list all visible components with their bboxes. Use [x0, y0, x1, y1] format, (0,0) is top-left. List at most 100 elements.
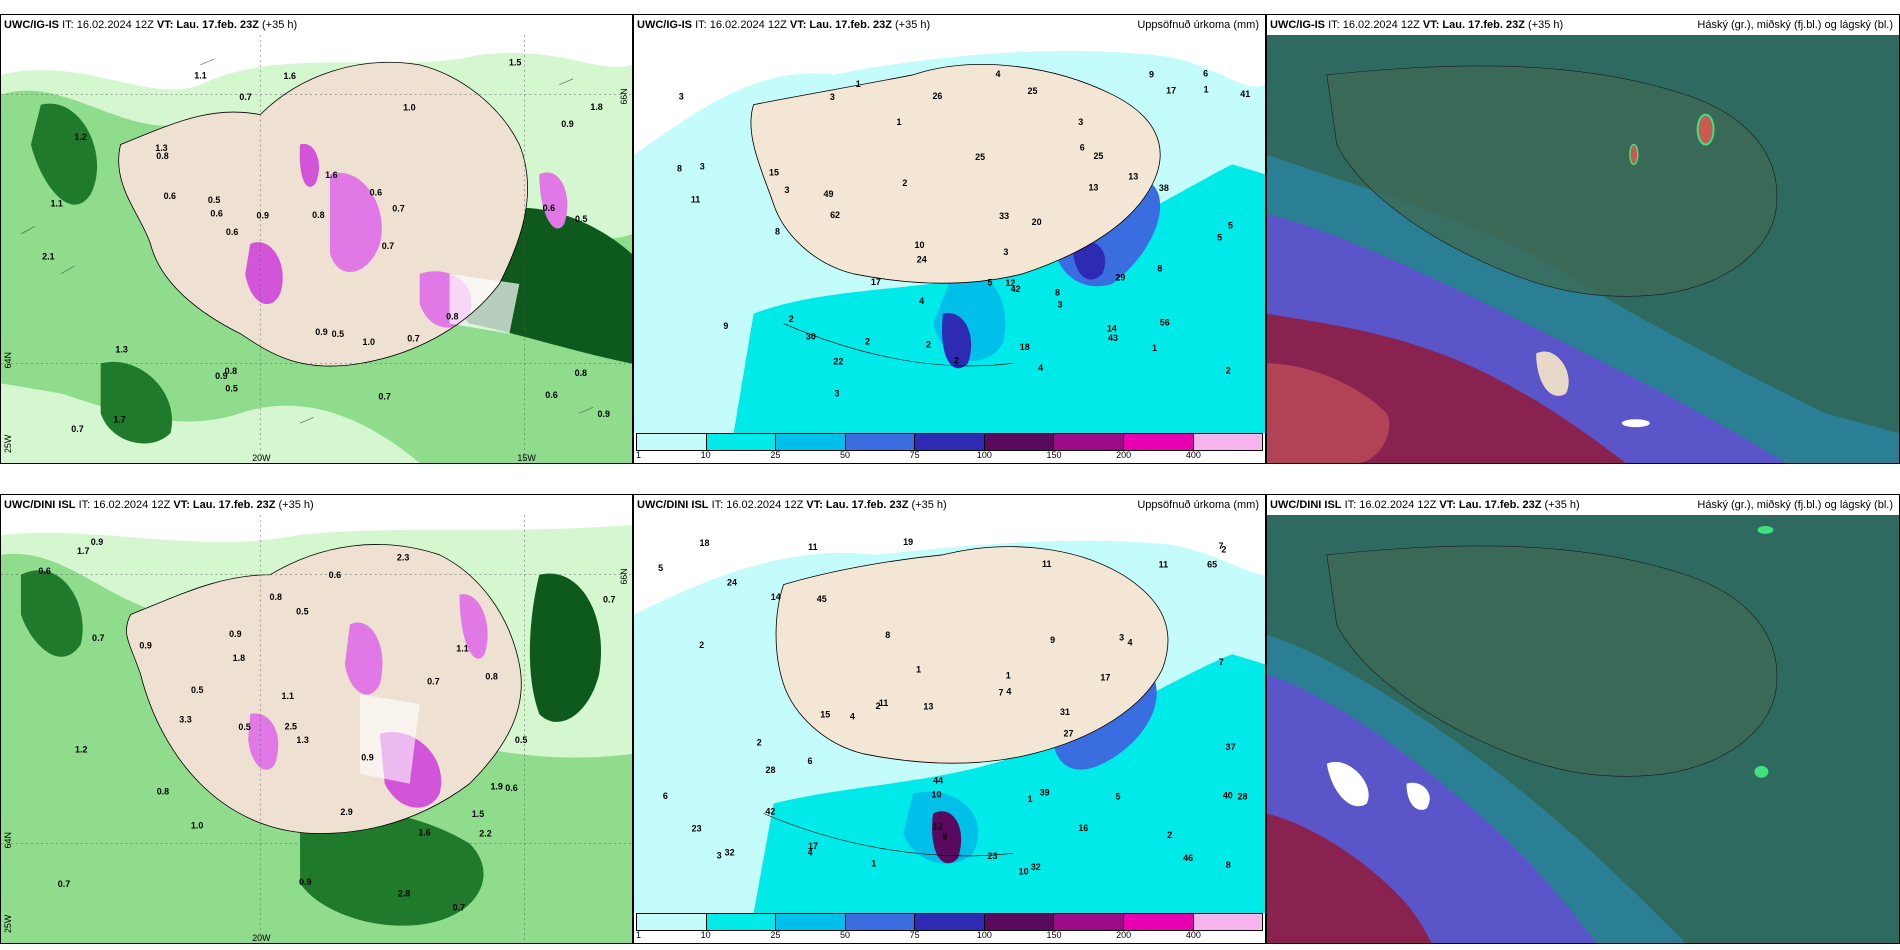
- panel-bottom-middle: UWC/DINI ISL IT: 16.02.2024 12Z VT: Lau.…: [633, 494, 1266, 944]
- lead-time: (+35 h): [895, 19, 931, 31]
- value-label: 45: [817, 594, 827, 604]
- precip-map[interactable]: 1 10 17 16 11 24 15 46 19 8 11 9 11 10 11 7 2 4 4 5 1 2 1 3 4 2 6 2…: [634, 515, 1265, 913]
- value-label: 1.8: [590, 102, 602, 112]
- value-label: 2: [865, 336, 870, 346]
- valid-time: VT: Lau. 17.feb. 23Z: [1422, 19, 1525, 31]
- value-label: 4: [1006, 687, 1011, 697]
- model-name: UWC/IG-IS: [1270, 19, 1325, 31]
- value-label: 1.3: [296, 735, 308, 745]
- wind-precip-map[interactable]: 20W 25W 64N 66N 0.6 0.9 1.8 0.5 2.3 2.8 3.3 0.7…: [1, 515, 632, 943]
- valid-time: VT: Lau. 17.feb. 23Z: [789, 19, 892, 31]
- panel-title: Háský (gr.), miðský (fj.bl.) og lágský (…: [1697, 499, 1893, 511]
- value-label: 13: [1088, 182, 1098, 192]
- value-label: 1.7: [113, 414, 125, 424]
- legend-tick: 10: [700, 450, 711, 460]
- panel-top-left: UWC/IG-IS IT: 16.02.2024 12Z VT: Lau. 17…: [0, 14, 633, 464]
- value-label: 0.9: [315, 327, 327, 337]
- legend-swatch: [845, 434, 916, 450]
- value-label: 1.5: [509, 58, 521, 68]
- value-label: 3: [785, 185, 790, 195]
- value-label: 0.5: [208, 195, 220, 205]
- cloud-map[interactable]: [1267, 35, 1899, 463]
- value-label: 43: [1108, 333, 1118, 343]
- model-name: UWC/IG-IS: [637, 19, 692, 31]
- value-label: 15: [820, 709, 830, 719]
- value-label: 24: [917, 254, 927, 264]
- legend-swatch: [1193, 914, 1263, 930]
- value-label: 0.7: [392, 204, 404, 214]
- legend-swatch: [915, 434, 985, 450]
- value-label: 3: [679, 91, 684, 101]
- value-label: 1.9: [490, 782, 502, 792]
- legend-swatch: [706, 434, 777, 450]
- value-label: 0.6: [370, 188, 382, 198]
- valid-time: VT: Lau. 17.feb. 23Z: [156, 19, 259, 31]
- value-label: 2.9: [340, 807, 352, 817]
- value-label: 42: [765, 807, 775, 817]
- value-label: 0.9: [361, 753, 373, 763]
- value-label: 8: [1157, 264, 1162, 274]
- value-label: 2: [1221, 545, 1226, 555]
- value-label: 11: [1159, 560, 1168, 570]
- lat-label-64n: 64N: [3, 352, 13, 368]
- value-label: 33: [999, 211, 1009, 221]
- value-label: 0.7: [92, 633, 104, 643]
- lead-time: (+35 h): [1528, 19, 1564, 31]
- value-label: 0.8: [575, 368, 587, 378]
- legend-tick: 75: [909, 930, 920, 940]
- value-label: 3: [1003, 247, 1008, 257]
- value-label: 0.9: [256, 211, 268, 221]
- value-label: 0.7: [71, 424, 83, 434]
- value-label: 32: [725, 848, 735, 858]
- cloud-map[interactable]: [1267, 515, 1899, 943]
- value-label: 42: [1011, 284, 1021, 294]
- value-label: 0.8: [446, 311, 458, 321]
- value-label: 2.1: [42, 252, 54, 262]
- value-label: 0.8: [485, 671, 497, 681]
- precip-map[interactable]: 4 3 2 15 13 18 5 62 24 30 9 8 10 12 13 9 11 17 29 38 14 42 22 4…: [634, 35, 1265, 433]
- value-label: 0.9: [561, 119, 573, 129]
- legend-swatch: [776, 434, 846, 450]
- panel-header: UWC/IG-IS IT: 16.02.2024 12Z VT: Lau. 17…: [1, 15, 632, 35]
- legend-swatch: [1123, 914, 1194, 930]
- value-label: 2: [954, 356, 959, 366]
- value-label: 1.0: [191, 821, 203, 831]
- value-label: 56: [1160, 317, 1170, 327]
- value-label: 8: [775, 227, 780, 237]
- value-label: 1.0: [363, 337, 375, 347]
- legend-swatch: [1054, 434, 1124, 450]
- value-label: 6: [663, 791, 668, 801]
- value-label: 28: [765, 765, 775, 775]
- value-label: 2: [1226, 366, 1231, 376]
- lon-label-25w: 25W: [3, 434, 13, 453]
- model-name: UWC/IG-IS: [4, 19, 59, 31]
- legend-swatch: [984, 434, 1055, 450]
- lat-label-66n: 66N: [619, 88, 629, 104]
- value-label: 0.6: [545, 390, 557, 400]
- panel-top-right: UWC/IG-IS IT: 16.02.2024 12Z VT: Lau. 17…: [1266, 14, 1900, 464]
- value-label: 49: [823, 189, 833, 199]
- value-label: 44: [933, 776, 943, 786]
- wind-precip-map[interactable]: 20W 15W 25W 64N 66N 0.7 0.8 1.1 0.6 0.8 0.7 0.…: [1, 35, 632, 463]
- lon-label-20w: 20W: [252, 933, 271, 943]
- value-label: 4: [996, 69, 1001, 79]
- init-time: IT: 16.02.2024 12Z: [62, 19, 154, 31]
- legend-tick: 25: [770, 450, 781, 460]
- value-label: 5: [987, 278, 992, 288]
- value-label: 17: [1100, 672, 1110, 682]
- value-label: 7: [999, 688, 1004, 698]
- legend-swatch: [1054, 914, 1124, 930]
- legend-tick: 400: [1185, 930, 1201, 940]
- value-label: 1: [871, 859, 876, 869]
- legend-tick: 100: [976, 930, 992, 940]
- value-label: 13: [1128, 171, 1138, 181]
- lead-time: (+35 h): [1544, 499, 1580, 511]
- value-label: 8: [885, 630, 890, 640]
- value-label: 41: [1240, 89, 1250, 99]
- legend-tick: 150: [1046, 930, 1062, 940]
- value-label: 22: [833, 357, 843, 367]
- value-label: 25: [1093, 151, 1103, 161]
- model-name: UWC/DINI ISL: [637, 499, 709, 511]
- precip-legend: 1 10 25 50 75 100 150 200 400: [634, 913, 1265, 943]
- value-label: 28: [1238, 791, 1248, 801]
